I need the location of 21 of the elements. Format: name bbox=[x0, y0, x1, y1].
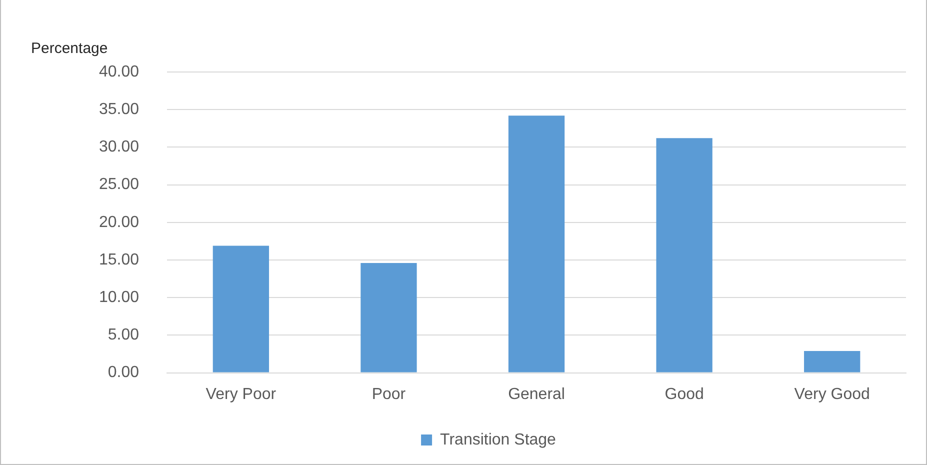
y-tick-label: 35.00 bbox=[98, 101, 140, 118]
y-tick-label: 15.00 bbox=[98, 251, 140, 268]
bar bbox=[804, 350, 860, 372]
legend-label: Transition Stage bbox=[440, 431, 556, 448]
x-tick-label: General bbox=[508, 386, 565, 403]
y-tick-label: 10.00 bbox=[98, 289, 140, 306]
y-tick-label: 25.00 bbox=[98, 176, 140, 194]
x-tick-label: Very Poor bbox=[206, 386, 277, 403]
y-tick-label: 30.00 bbox=[98, 138, 140, 156]
bar bbox=[212, 246, 270, 372]
y-tick-label: 40.00 bbox=[98, 63, 140, 80]
y-tick-label: 20.00 bbox=[98, 214, 140, 231]
bar bbox=[508, 116, 565, 372]
x-tick-label: Poor bbox=[372, 386, 406, 403]
bar bbox=[656, 138, 712, 372]
y-tick-label: 5.00 bbox=[108, 326, 140, 344]
y-tick-label: 0.00 bbox=[108, 364, 140, 382]
bar bbox=[360, 263, 417, 372]
x-tick-label: Good bbox=[664, 386, 704, 403]
y-axis-title: Percentage bbox=[31, 40, 108, 58]
x-tick-label: Very Good bbox=[794, 386, 870, 403]
